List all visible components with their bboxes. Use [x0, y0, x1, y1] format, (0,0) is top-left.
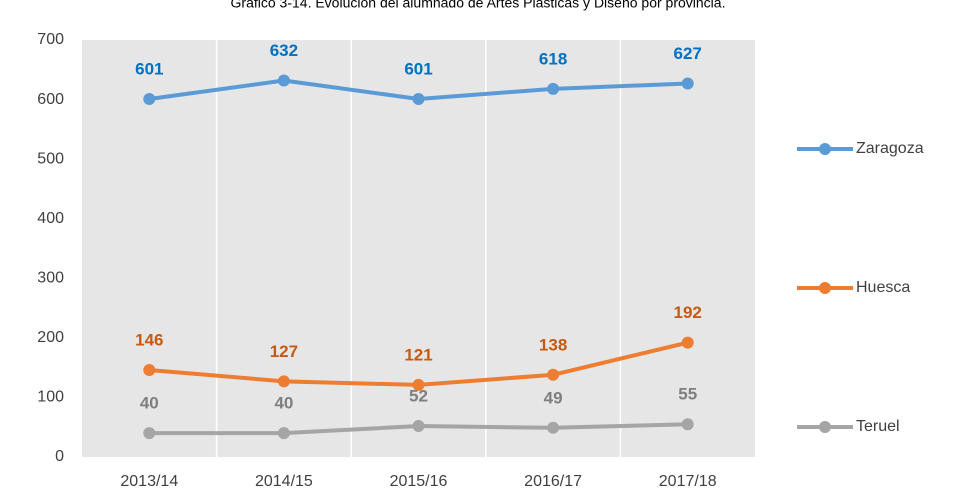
y-tick-label: 500	[37, 150, 64, 167]
series-marker	[681, 418, 694, 431]
data-label: 138	[539, 335, 567, 354]
y-tick-label: 700	[37, 31, 64, 48]
series-marker	[412, 92, 425, 105]
x-tick-label: 2013/14	[120, 473, 178, 490]
data-label: 618	[539, 49, 567, 68]
data-label: 127	[270, 342, 298, 361]
legend-marker	[819, 282, 831, 294]
legend-label: Huesca	[856, 279, 910, 296]
series-marker	[277, 427, 290, 440]
chart-title: Gráfico 3-14. Evolución del alumnado de …	[231, 0, 726, 11]
series-marker	[412, 420, 425, 433]
data-label: 121	[404, 345, 432, 364]
data-label: 627	[674, 44, 702, 63]
y-tick-label: 300	[37, 270, 64, 287]
x-tick-label: 2017/18	[659, 473, 717, 490]
data-label: 55	[678, 385, 697, 404]
legend-marker	[819, 421, 831, 433]
data-label: 52	[409, 387, 428, 406]
data-label: 146	[135, 331, 163, 350]
data-label: 49	[544, 388, 563, 407]
legend-label: Zaragoza	[856, 140, 924, 157]
series-marker	[143, 364, 156, 377]
y-tick-label: 0	[55, 448, 64, 465]
data-label: 40	[140, 394, 159, 413]
data-label: 632	[270, 41, 298, 60]
x-tick-label: 2015/16	[390, 473, 448, 490]
series-marker	[547, 421, 560, 434]
legend-marker	[819, 143, 831, 155]
series-marker	[547, 368, 560, 381]
series-marker	[277, 74, 290, 87]
series-marker	[681, 336, 694, 349]
series-marker	[143, 427, 156, 440]
x-tick-label: 2014/15	[255, 473, 313, 490]
y-tick-label: 400	[37, 210, 64, 227]
series-marker	[547, 82, 560, 95]
y-tick-label: 600	[37, 91, 64, 108]
legend-label: Teruel	[856, 418, 900, 435]
series-marker	[143, 92, 156, 105]
data-label: 601	[404, 59, 432, 78]
data-label: 601	[135, 59, 163, 78]
series-marker	[681, 77, 694, 90]
series-marker	[412, 378, 425, 391]
data-label: 192	[674, 303, 702, 322]
y-tick-label: 200	[37, 329, 64, 346]
x-tick-label: 2016/17	[524, 473, 582, 490]
data-label: 40	[274, 394, 293, 413]
y-tick-label: 100	[37, 389, 64, 406]
series-marker	[277, 375, 290, 388]
